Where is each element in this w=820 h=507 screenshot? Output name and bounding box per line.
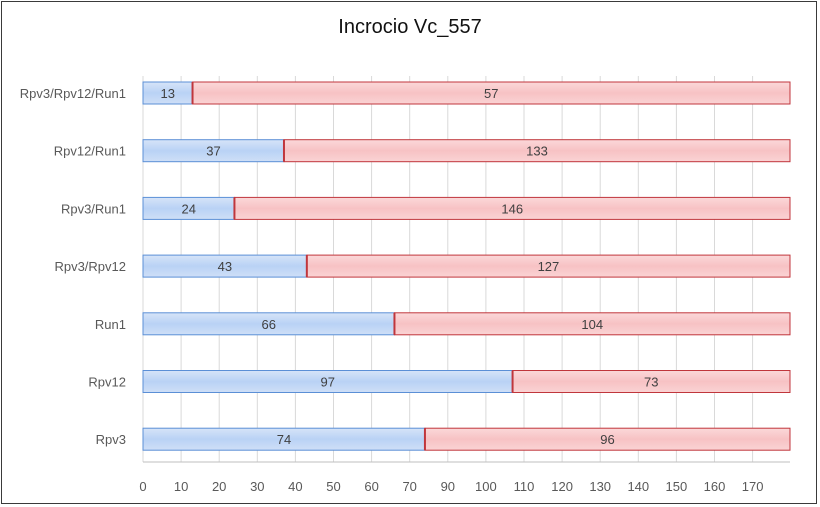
category-label: Rpv3/Rpv12 [54, 259, 126, 274]
x-tick-label: 140 [627, 479, 649, 494]
category-label: Rpv3 [96, 432, 126, 447]
data-label-series-2: 104 [581, 317, 603, 332]
x-tick-label: 70 [402, 479, 416, 494]
x-tick-label: 50 [326, 479, 340, 494]
x-tick-label: 90 [441, 479, 455, 494]
data-label-series-1: 74 [277, 432, 291, 447]
x-tick-label: 170 [742, 479, 764, 494]
data-label-series-2: 133 [526, 144, 548, 159]
category-label: Rpv12 [88, 375, 126, 390]
x-tick-label: 110 [514, 479, 535, 494]
x-tick-label: 160 [704, 479, 726, 494]
x-tick-label: 130 [589, 479, 611, 494]
chart-title: Incrocio Vc_557 [338, 16, 482, 38]
data-label-series-1: 24 [181, 201, 195, 216]
x-tick-label: 100 [475, 479, 497, 494]
x-tick-label: 40 [288, 479, 302, 494]
x-tick-label: 20 [212, 479, 226, 494]
data-label-series-2: 57 [484, 86, 498, 101]
data-label-series-1: 97 [321, 375, 335, 390]
data-label-series-2: 127 [538, 259, 560, 274]
data-label-series-2: 96 [600, 432, 614, 447]
x-tick-label: 150 [666, 479, 688, 494]
x-tick-label: 0 [139, 479, 146, 494]
category-label: Run1 [95, 317, 126, 332]
data-label-series-1: 43 [218, 259, 232, 274]
x-tick-label: 30 [250, 479, 264, 494]
data-label-series-2: 73 [644, 375, 658, 390]
data-label-series-2: 146 [501, 201, 523, 216]
x-tick-label: 120 [551, 479, 573, 494]
data-label-series-1: 37 [206, 144, 220, 159]
data-label-series-1: 66 [261, 317, 275, 332]
category-label: Rpv3/Rpv12/Run1 [20, 86, 126, 101]
category-label: Rpv3/Run1 [61, 201, 126, 216]
x-tick-label: 10 [174, 479, 188, 494]
category-label: Rpv12/Run1 [54, 144, 126, 159]
data-label-series-1: 13 [161, 86, 175, 101]
x-tick-label: 60 [364, 479, 378, 494]
